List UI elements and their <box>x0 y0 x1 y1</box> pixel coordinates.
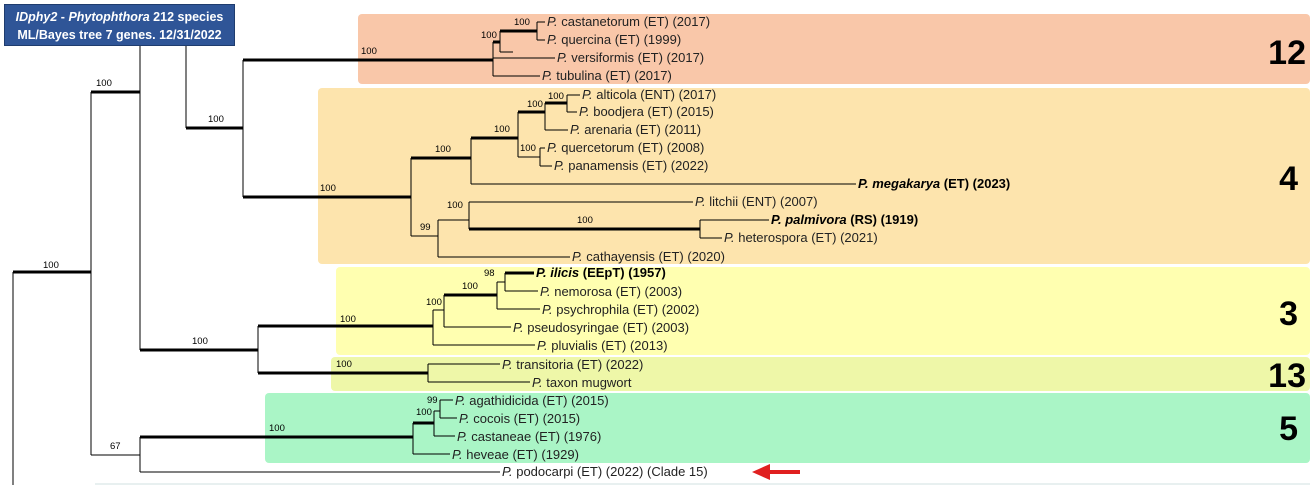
taxon-label: P. heterospora (ET) (2021) <box>724 230 878 245</box>
support-value: 100 <box>416 407 432 418</box>
support-value: 67 <box>110 441 121 452</box>
taxon-label: P. ilicis (EEpT) (1957) <box>536 265 666 280</box>
taxon-label: P. castaneae (ET) (1976) <box>457 429 601 444</box>
support-value: 100 <box>192 336 208 347</box>
arrow-icon <box>752 464 800 480</box>
support-value: 98 <box>484 268 495 279</box>
taxon-label: P. taxon mugwort <box>532 375 632 390</box>
taxon-label: P. castanetorum (ET) (2017) <box>547 14 710 29</box>
support-value: 100 <box>435 144 451 155</box>
support-value: 100 <box>269 423 285 434</box>
support-value: 100 <box>481 30 497 41</box>
clade-number-4: 4 <box>1279 160 1298 198</box>
clade-number-3: 3 <box>1279 295 1298 333</box>
taxon-label: P. transitoria (ET) (2022) <box>502 357 643 372</box>
taxon-label: P. quercetorum (ET) (2008) <box>547 140 704 155</box>
support-value: 100 <box>514 17 530 28</box>
support-value: 100 <box>577 215 593 226</box>
taxon-label: P. pluvialis (ET) (2013) <box>537 338 668 353</box>
support-value: 100 <box>548 91 564 102</box>
taxon-label: P. cathayensis (ET) (2020) <box>572 249 725 264</box>
tree-branches <box>12 19 856 485</box>
taxon-label: P. pseudosyringae (ET) (2003) <box>513 320 689 335</box>
support-value: 100 <box>336 359 352 370</box>
taxon-label: P. palmivora (RS) (1919) <box>771 212 918 227</box>
tree-title: IDphy2 - Phytophthora 212 species ML/Bay… <box>4 4 235 46</box>
taxon-label: P. heveae (ET) (1929) <box>452 447 579 462</box>
taxon-label: P. alticola (ENT) (2017) <box>582 87 716 102</box>
taxon-label: P. arenaria (ET) (2011) <box>570 122 701 137</box>
clade-3-box <box>336 267 1310 355</box>
support-value: 100 <box>96 78 112 89</box>
clade-number-12: 12 <box>1268 34 1306 72</box>
taxon-label: P. panamensis (ET) (2022) <box>554 158 708 173</box>
taxon-label: P. agathidicida (ET) (2015) <box>455 393 609 408</box>
support-value: 99 <box>420 222 431 233</box>
taxon-label: P. psychrophila (ET) (2002) <box>542 302 699 317</box>
support-value: 100 <box>43 260 59 271</box>
taxon-label: P. megakarya (ET) (2023) <box>858 176 1010 191</box>
taxon-label: P. nemorosa (ET) (2003) <box>540 284 682 299</box>
clade-5-box <box>265 393 1310 463</box>
tree-title-line1: IDphy2 - Phytophthora 212 species <box>15 10 224 24</box>
support-value: 100 <box>426 297 442 308</box>
taxon-label: P. litchii (ENT) (2007) <box>695 194 818 209</box>
support-value: 100 <box>462 281 478 292</box>
support-value: 100 <box>447 200 463 211</box>
support-values: 100 100 100 100 100 100 100 100 100 100 … <box>43 17 593 452</box>
taxon-label: P. versiformis (ET) (2017) <box>557 50 704 65</box>
support-value: 100 <box>520 143 536 154</box>
taxon-labels: P. castanetorum (ET) (2017) P. quercina … <box>452 14 1010 479</box>
support-value: 100 <box>361 46 377 57</box>
taxon-label: P. podocarpi (ET) (2022) (Clade 15) <box>502 464 708 479</box>
taxon-label: P. boodjera (ET) (2015) <box>579 104 714 119</box>
taxon-label: P. tubulina (ET) (2017) <box>542 68 672 83</box>
support-value: 100 <box>340 314 356 325</box>
taxon-label: P. cocois (ET) (2015) <box>459 411 580 426</box>
taxon-label: P. quercina (ET) (1999) <box>547 32 681 47</box>
clade-number-5: 5 <box>1279 410 1298 448</box>
clade-13-box <box>331 357 1310 391</box>
support-value: 100 <box>494 124 510 135</box>
tree-title-line2: ML/Bayes tree 7 genes. 12/31/2022 <box>17 28 222 42</box>
support-value: 99 <box>427 395 438 406</box>
support-value: 100 <box>320 183 336 194</box>
clade-4-box <box>318 88 1310 264</box>
support-value: 100 <box>527 99 543 110</box>
support-value: 100 <box>208 114 224 125</box>
clade-12-box <box>358 14 1310 84</box>
clade-number-13: 13 <box>1268 357 1306 395</box>
